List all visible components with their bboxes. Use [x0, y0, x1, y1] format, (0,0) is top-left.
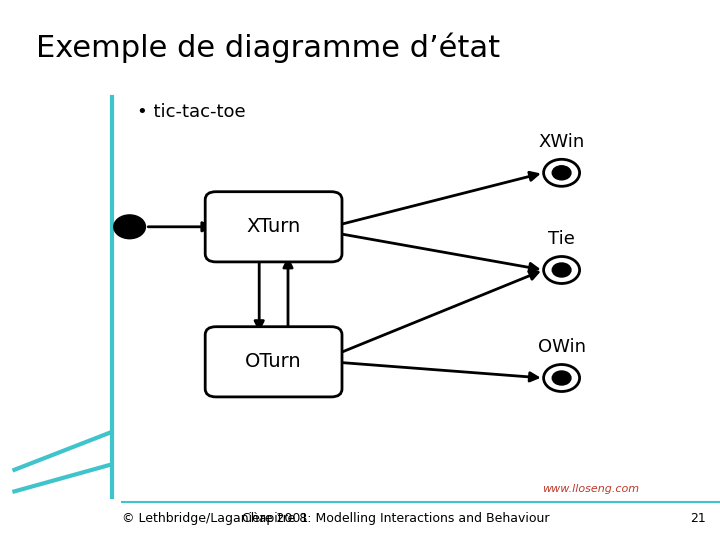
Circle shape	[114, 215, 145, 239]
Circle shape	[552, 371, 571, 385]
Circle shape	[544, 159, 580, 186]
Text: OTurn: OTurn	[246, 352, 302, 372]
Text: www.lloseng.com: www.lloseng.com	[542, 484, 639, 494]
Text: © Lethbridge/Laganière 2001: © Lethbridge/Laganière 2001	[122, 512, 309, 525]
Text: XWin: XWin	[539, 133, 585, 151]
Text: • tic-tac-toe: • tic-tac-toe	[137, 103, 246, 120]
Text: Tie: Tie	[548, 230, 575, 248]
Text: Chapitre 8: Modelling Interactions and Behaviour: Chapitre 8: Modelling Interactions and B…	[242, 512, 550, 525]
Text: XTurn: XTurn	[246, 217, 301, 237]
FancyBboxPatch shape	[205, 192, 342, 262]
Circle shape	[552, 263, 571, 277]
Text: 21: 21	[690, 512, 706, 525]
Text: Exemple de diagramme d’état: Exemple de diagramme d’état	[36, 32, 500, 63]
Text: OWin: OWin	[538, 338, 585, 356]
Circle shape	[552, 166, 571, 180]
FancyBboxPatch shape	[205, 327, 342, 397]
Circle shape	[544, 256, 580, 284]
Circle shape	[544, 364, 580, 391]
